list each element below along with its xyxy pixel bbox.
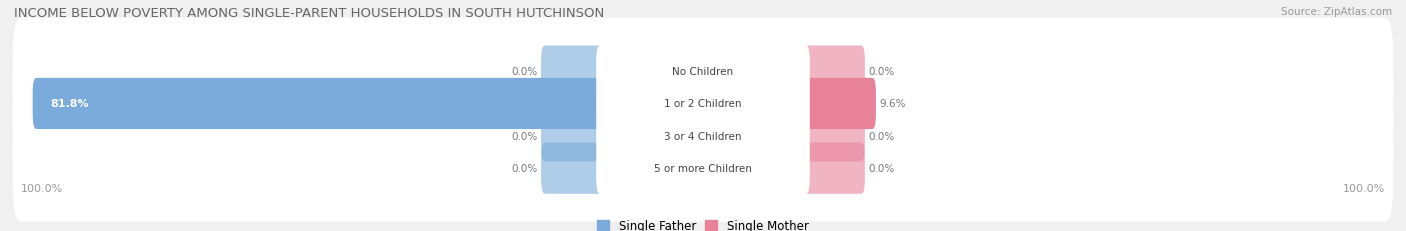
FancyBboxPatch shape bbox=[13, 115, 1393, 222]
Text: 0.0%: 0.0% bbox=[869, 164, 894, 173]
Text: No Children: No Children bbox=[672, 67, 734, 77]
Text: 1 or 2 Children: 1 or 2 Children bbox=[664, 99, 742, 109]
FancyBboxPatch shape bbox=[13, 18, 1393, 125]
FancyBboxPatch shape bbox=[596, 46, 810, 97]
Text: 3 or 4 Children: 3 or 4 Children bbox=[664, 131, 742, 141]
Text: 100.0%: 100.0% bbox=[21, 183, 63, 193]
Text: 0.0%: 0.0% bbox=[512, 164, 537, 173]
FancyBboxPatch shape bbox=[596, 79, 810, 129]
Text: 5 or more Children: 5 or more Children bbox=[654, 164, 752, 173]
FancyBboxPatch shape bbox=[541, 111, 603, 162]
FancyBboxPatch shape bbox=[541, 143, 603, 194]
FancyBboxPatch shape bbox=[803, 79, 876, 129]
FancyBboxPatch shape bbox=[13, 51, 1393, 157]
FancyBboxPatch shape bbox=[803, 143, 865, 194]
FancyBboxPatch shape bbox=[803, 46, 865, 97]
Text: 0.0%: 0.0% bbox=[869, 131, 894, 141]
Text: 0.0%: 0.0% bbox=[512, 67, 537, 77]
Text: 100.0%: 100.0% bbox=[1343, 183, 1385, 193]
Text: 9.6%: 9.6% bbox=[879, 99, 905, 109]
Text: 0.0%: 0.0% bbox=[869, 67, 894, 77]
Text: INCOME BELOW POVERTY AMONG SINGLE-PARENT HOUSEHOLDS IN SOUTH HUTCHINSON: INCOME BELOW POVERTY AMONG SINGLE-PARENT… bbox=[14, 7, 605, 20]
Text: Source: ZipAtlas.com: Source: ZipAtlas.com bbox=[1281, 7, 1392, 17]
FancyBboxPatch shape bbox=[596, 111, 810, 162]
FancyBboxPatch shape bbox=[13, 83, 1393, 189]
FancyBboxPatch shape bbox=[32, 79, 603, 129]
FancyBboxPatch shape bbox=[803, 111, 865, 162]
Text: 81.8%: 81.8% bbox=[49, 99, 89, 109]
Legend: Single Father, Single Mother: Single Father, Single Mother bbox=[598, 219, 808, 231]
FancyBboxPatch shape bbox=[596, 143, 810, 194]
Text: 0.0%: 0.0% bbox=[512, 131, 537, 141]
FancyBboxPatch shape bbox=[541, 46, 603, 97]
